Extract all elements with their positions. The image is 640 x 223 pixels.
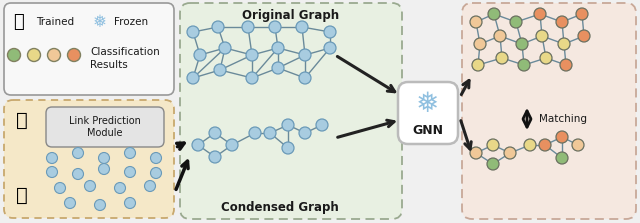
Circle shape	[47, 48, 61, 62]
Circle shape	[504, 147, 516, 159]
Text: ❅: ❅	[417, 90, 440, 118]
Circle shape	[324, 42, 336, 54]
Circle shape	[510, 16, 522, 28]
Circle shape	[246, 49, 258, 61]
FancyBboxPatch shape	[180, 3, 402, 219]
Text: Results: Results	[90, 60, 128, 70]
Circle shape	[516, 38, 528, 50]
Text: Condensed Graph: Condensed Graph	[221, 202, 339, 215]
Circle shape	[470, 147, 482, 159]
Circle shape	[269, 21, 281, 33]
Circle shape	[299, 49, 311, 61]
Circle shape	[95, 200, 106, 211]
Circle shape	[472, 59, 484, 71]
Text: Frozen: Frozen	[114, 17, 148, 27]
Circle shape	[212, 21, 224, 33]
Circle shape	[84, 180, 95, 192]
Circle shape	[150, 153, 161, 163]
Circle shape	[54, 182, 65, 194]
Circle shape	[194, 49, 206, 61]
Circle shape	[242, 21, 254, 33]
Circle shape	[145, 180, 156, 192]
Circle shape	[296, 21, 308, 33]
FancyBboxPatch shape	[462, 3, 636, 219]
Circle shape	[524, 139, 536, 151]
Text: Original Graph: Original Graph	[243, 8, 340, 21]
Circle shape	[324, 26, 336, 38]
Circle shape	[65, 198, 76, 209]
Circle shape	[249, 127, 261, 139]
Circle shape	[226, 139, 238, 151]
Circle shape	[47, 153, 58, 163]
Circle shape	[99, 163, 109, 175]
Circle shape	[556, 131, 568, 143]
Circle shape	[150, 167, 161, 178]
Circle shape	[272, 42, 284, 54]
Circle shape	[47, 167, 58, 178]
Text: 🔥: 🔥	[16, 111, 28, 130]
Text: Trained: Trained	[36, 17, 74, 27]
Circle shape	[99, 153, 109, 163]
Text: GNN: GNN	[413, 124, 444, 136]
Circle shape	[556, 16, 568, 28]
FancyBboxPatch shape	[398, 82, 458, 144]
Circle shape	[246, 72, 258, 84]
Circle shape	[125, 198, 136, 209]
Circle shape	[282, 142, 294, 154]
Circle shape	[72, 147, 83, 159]
Circle shape	[518, 59, 530, 71]
Text: Matching: Matching	[539, 114, 587, 124]
Circle shape	[578, 30, 590, 42]
Circle shape	[496, 52, 508, 64]
Circle shape	[272, 62, 284, 74]
Circle shape	[282, 119, 294, 131]
FancyBboxPatch shape	[46, 107, 164, 147]
Circle shape	[219, 42, 231, 54]
Circle shape	[540, 52, 552, 64]
Circle shape	[214, 64, 226, 76]
Circle shape	[558, 38, 570, 50]
Circle shape	[539, 139, 551, 151]
Circle shape	[125, 167, 136, 178]
Circle shape	[187, 72, 199, 84]
Circle shape	[470, 16, 482, 28]
Circle shape	[487, 139, 499, 151]
Circle shape	[28, 48, 40, 62]
Text: 🔥: 🔥	[13, 13, 24, 31]
Circle shape	[8, 48, 20, 62]
Circle shape	[560, 59, 572, 71]
Circle shape	[192, 139, 204, 151]
Circle shape	[316, 119, 328, 131]
Circle shape	[488, 8, 500, 20]
Text: 🔥: 🔥	[16, 186, 28, 204]
Circle shape	[125, 147, 136, 159]
Circle shape	[187, 26, 199, 38]
Circle shape	[536, 30, 548, 42]
Circle shape	[72, 169, 83, 180]
Circle shape	[572, 139, 584, 151]
Circle shape	[299, 127, 311, 139]
Text: Module: Module	[87, 128, 123, 138]
Circle shape	[209, 151, 221, 163]
Circle shape	[209, 127, 221, 139]
FancyBboxPatch shape	[4, 100, 174, 218]
Circle shape	[576, 8, 588, 20]
Text: Link Prediction: Link Prediction	[69, 116, 141, 126]
Circle shape	[264, 127, 276, 139]
FancyBboxPatch shape	[4, 3, 174, 95]
Circle shape	[494, 30, 506, 42]
Text: Classification: Classification	[90, 47, 160, 57]
Circle shape	[556, 152, 568, 164]
Circle shape	[487, 158, 499, 170]
Circle shape	[534, 8, 546, 20]
Circle shape	[299, 72, 311, 84]
Circle shape	[67, 48, 81, 62]
Circle shape	[474, 38, 486, 50]
Circle shape	[115, 182, 125, 194]
Text: ❅: ❅	[93, 13, 107, 31]
